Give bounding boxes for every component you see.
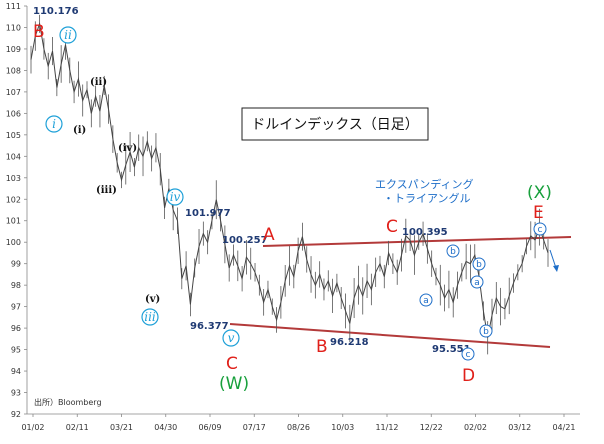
x-tick-label: 06/09 (198, 423, 221, 432)
svg-text:iii: iii (144, 310, 156, 324)
price-label-100395: 100.395 (402, 227, 448, 238)
circled-label-ii: ii (59, 26, 77, 44)
price-label-96218: 96.218 (330, 337, 369, 348)
circled-label-b-1: b (446, 244, 460, 258)
chart-title: ドルインデックス（日足） (251, 116, 419, 133)
circled-label-c-2: c (533, 222, 547, 236)
y-tick-label: 108 (6, 66, 21, 75)
wave-label-iii-small: (iii) (96, 185, 117, 196)
x-tick-label: 11/12 (375, 423, 398, 432)
circled-label-b-2: b (472, 257, 486, 271)
circled-label-v: v (222, 329, 240, 347)
price-label-100257: 100.257 (222, 235, 268, 246)
wave-label-ii-small: (ii) (90, 77, 107, 88)
y-tick-label: 101 (6, 217, 21, 226)
circled-label-b-3: b (479, 324, 493, 338)
circled-label-a-1: a (419, 293, 433, 307)
wave-label-iv-small: (iv) (118, 143, 137, 154)
y-tick-label: 104 (6, 152, 21, 161)
price-line (30, 21, 549, 338)
circled-label-a-2: a (470, 275, 484, 289)
x-tick-label: 08/26 (287, 423, 310, 432)
svg-text:c: c (466, 350, 471, 360)
y-tick-label: 97 (11, 303, 21, 312)
circled-label-i: i (45, 115, 63, 133)
price-label-101977: 101.977 (185, 208, 231, 219)
wave-C-left: C (226, 354, 238, 374)
y-tick-label: 100 (6, 238, 21, 247)
svg-text:iv: iv (170, 190, 181, 204)
wave-W: (W) (219, 374, 249, 394)
y-tick-label: 99 (11, 260, 21, 269)
svg-text:v: v (228, 331, 235, 345)
svg-text:a: a (423, 296, 429, 306)
y-tick-label: 106 (6, 109, 21, 118)
y-tick-label: 111 (6, 2, 21, 11)
y-tick-label: 98 (11, 281, 21, 290)
price-label-95551: 95.551 (432, 344, 471, 355)
x-tick-label: 12/22 (420, 423, 443, 432)
y-tick-label: 103 (6, 174, 21, 183)
forecast-arrow-head (553, 265, 559, 272)
source-label: 出所）Bloomberg (34, 397, 102, 407)
svg-text:ii: ii (64, 28, 72, 42)
lower-trendline (229, 323, 551, 348)
x-tick-label: 07/17 (243, 423, 266, 432)
svg-text:i: i (52, 117, 56, 131)
wave-D: D (462, 366, 475, 386)
y-tick-label: 107 (6, 88, 21, 97)
y-tick-label: 110 (6, 23, 21, 32)
wave-B-top: B (33, 22, 45, 42)
x-tick-label: 02/02 (464, 423, 487, 432)
wave-A: A (263, 225, 275, 245)
x-tick-label: 01/02 (21, 423, 44, 432)
x-tick-label: 03/12 (508, 423, 531, 432)
x-tick-label: 04/21 (552, 423, 575, 432)
upper-trendline (262, 236, 572, 247)
wave-C-right: C (386, 217, 398, 237)
y-tick-label: 93 (11, 389, 21, 398)
circled-label-iv: iv (166, 188, 184, 206)
wave-E: E (533, 203, 544, 223)
pattern-label-line1: エクスパンディング (375, 177, 473, 191)
y-tick-label: 92 (11, 410, 21, 419)
wave-X: (X) (527, 183, 552, 203)
title-box (241, 107, 429, 141)
x-tick-label: 02/11 (66, 423, 89, 432)
wave-label-v-small: (v) (145, 294, 160, 305)
y-tick-label: 109 (6, 45, 21, 54)
price-label-96377: 96.377 (190, 321, 229, 332)
pattern-label-line2: ・トライアングル (383, 191, 471, 205)
svg-text:c: c (538, 225, 543, 235)
wave-B-bottom: B (316, 337, 328, 357)
circled-label-iii: iii (141, 308, 159, 326)
y-tick-label: 94 (11, 367, 21, 376)
x-tick-label: 10/03 (331, 423, 354, 432)
y-tick-label: 105 (6, 131, 21, 140)
svg-text:b: b (476, 260, 482, 270)
svg-text:a: a (474, 278, 480, 288)
forecast-arrow (549, 249, 557, 269)
y-axis-ticks: 92 93 94 95 96 97 98 99 100 101 102 103 104 105 106 107… (6, 2, 27, 419)
svg-text:b: b (450, 247, 456, 257)
price-series (30, 14, 549, 355)
y-tick-label: 96 (11, 324, 21, 333)
y-tick-label: 102 (6, 195, 21, 204)
x-tick-label: 04/30 (154, 423, 177, 432)
price-label-110176: 110.176 (33, 6, 79, 17)
x-tick-label: 03/21 (110, 423, 133, 432)
svg-text:b: b (483, 327, 489, 337)
x-axis-ticks: 01/02 02/11 03/21 04/30 06/09 07/17 08/26 10/03… (21, 414, 576, 432)
wave-label-i-small: (i) (73, 125, 86, 136)
circled-label-c-1: c (461, 347, 475, 361)
y-tick-label: 95 (11, 346, 21, 355)
